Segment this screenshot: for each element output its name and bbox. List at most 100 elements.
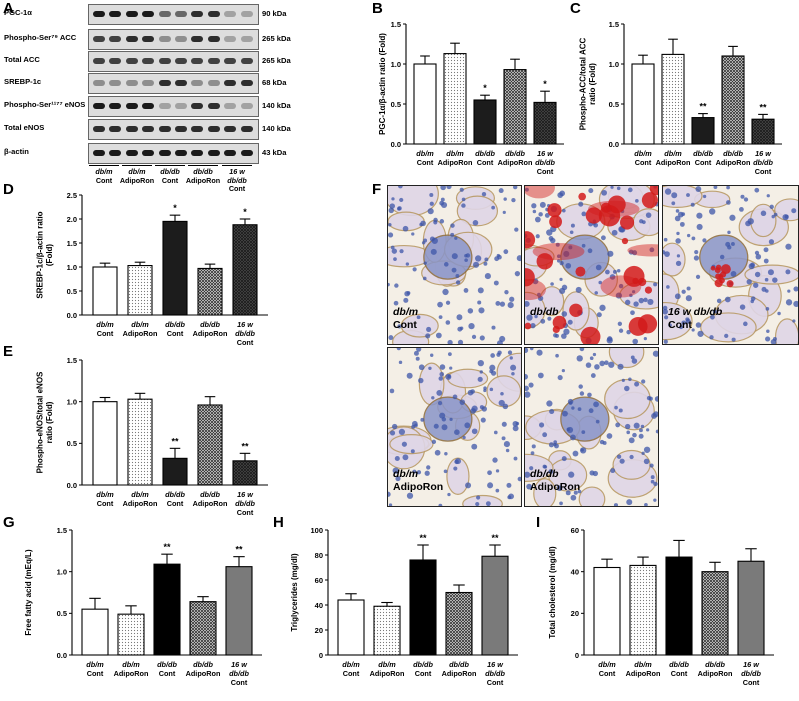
x-tick-label: db/m <box>664 149 682 158</box>
bar <box>189 601 217 656</box>
nucleus <box>425 333 431 339</box>
nucleus <box>553 440 558 444</box>
y-axis-label: PGC-1α/β-actin ratio (Fold) <box>378 33 387 135</box>
y-tick-label: 1.5 <box>67 239 77 248</box>
x-tick-label: db/db <box>741 669 761 678</box>
nucleus <box>618 283 624 289</box>
nucleus <box>726 186 730 190</box>
nucleus <box>513 186 518 190</box>
nucleus <box>607 250 614 257</box>
significance-mark: ** <box>491 533 499 543</box>
nucleus <box>491 325 496 330</box>
nucleus <box>784 214 789 219</box>
nucleus <box>563 250 570 258</box>
nucleus <box>388 503 393 506</box>
blot-band <box>109 126 122 132</box>
nucleus <box>573 490 578 495</box>
x-tick-label: db/m <box>598 660 616 669</box>
nucleus <box>595 419 600 424</box>
nucleus <box>654 396 658 402</box>
nucleus <box>487 482 494 489</box>
nucleus <box>464 258 468 262</box>
blot-strip <box>88 119 259 140</box>
blot-band <box>142 80 155 86</box>
nucleus <box>641 451 645 455</box>
nucleus <box>510 364 517 371</box>
nucleus <box>393 257 397 261</box>
nucleus <box>434 449 441 456</box>
nucleus <box>391 423 398 430</box>
blot-band <box>240 126 253 132</box>
nucleus <box>664 188 672 195</box>
nucleus <box>618 408 623 413</box>
blot-band <box>175 150 187 156</box>
nucleus <box>495 469 500 473</box>
x-tick-label: AdipoRon <box>114 669 149 678</box>
blot-strip <box>88 51 259 72</box>
significance-mark: ** <box>241 441 249 451</box>
y-axis-label: Triglycerides (mg/dl) <box>290 553 299 632</box>
blot-band <box>158 150 171 156</box>
nucleus <box>739 207 744 212</box>
nucleus <box>627 187 633 193</box>
bar <box>197 404 223 486</box>
lipid-droplet <box>552 325 560 334</box>
x-tick-label: db/db <box>229 669 249 678</box>
nucleus <box>525 391 531 398</box>
nucleus <box>389 388 395 394</box>
nucleus <box>628 377 632 382</box>
nucleus <box>389 203 396 209</box>
nucleus <box>608 361 615 368</box>
nucleus <box>389 430 396 436</box>
nucleus <box>441 201 448 209</box>
y-axis-label-line: Phospho-ACC/total ACC <box>578 37 587 130</box>
nucleus <box>618 328 624 333</box>
y-tick-label: 0.5 <box>609 100 619 109</box>
nucleus <box>694 250 699 255</box>
blot-band <box>207 58 220 64</box>
blot-band <box>158 36 171 42</box>
nucleus <box>481 191 487 197</box>
significance-mark: ** <box>699 102 707 112</box>
nucleus <box>632 432 637 438</box>
nucleus <box>443 262 449 267</box>
y-tick-label: 1.5 <box>609 20 619 29</box>
y-tick-label: 0.0 <box>609 140 619 149</box>
nucleus <box>416 348 422 352</box>
x-tick-label: AdipoRon <box>442 669 477 678</box>
nucleus <box>561 208 566 213</box>
significance-mark: * <box>243 207 247 217</box>
nucleus <box>430 248 437 255</box>
nucleus <box>456 314 463 321</box>
lipid-droplet <box>525 268 535 287</box>
nucleus <box>393 300 399 306</box>
nucleus <box>653 411 658 418</box>
x-tick-label: Cont <box>671 669 688 678</box>
nucleus <box>668 323 672 327</box>
nucleus <box>765 336 771 342</box>
nucleus <box>594 364 600 370</box>
lipid-droplet <box>547 203 562 218</box>
nucleus <box>501 421 507 427</box>
blot-band <box>207 11 220 17</box>
blot-band <box>93 80 105 86</box>
nucleus <box>477 300 482 305</box>
western-blot-panel: PGC-1α 90 kDa Phospho-Ser⁷⁹ ACC 265 kDa Tota… <box>0 0 300 270</box>
blot-group-label: db/m Cont <box>95 167 113 185</box>
nucleus <box>563 328 570 335</box>
nucleus <box>607 336 613 342</box>
tubule <box>462 494 503 506</box>
x-tick-label: Cont <box>599 669 616 678</box>
x-tick-label: Cont <box>97 499 114 508</box>
nucleus <box>791 208 797 214</box>
nucleus <box>496 340 503 344</box>
nucleus <box>418 364 425 371</box>
nucleus <box>507 302 514 309</box>
nucleus <box>785 243 792 250</box>
blot-row-label: SREBP-1c <box>4 77 42 86</box>
nucleus <box>633 301 639 307</box>
x-tick-label: db/db <box>235 329 255 338</box>
nucleus <box>507 350 513 355</box>
nucleus <box>539 201 546 208</box>
nucleus <box>511 197 516 203</box>
